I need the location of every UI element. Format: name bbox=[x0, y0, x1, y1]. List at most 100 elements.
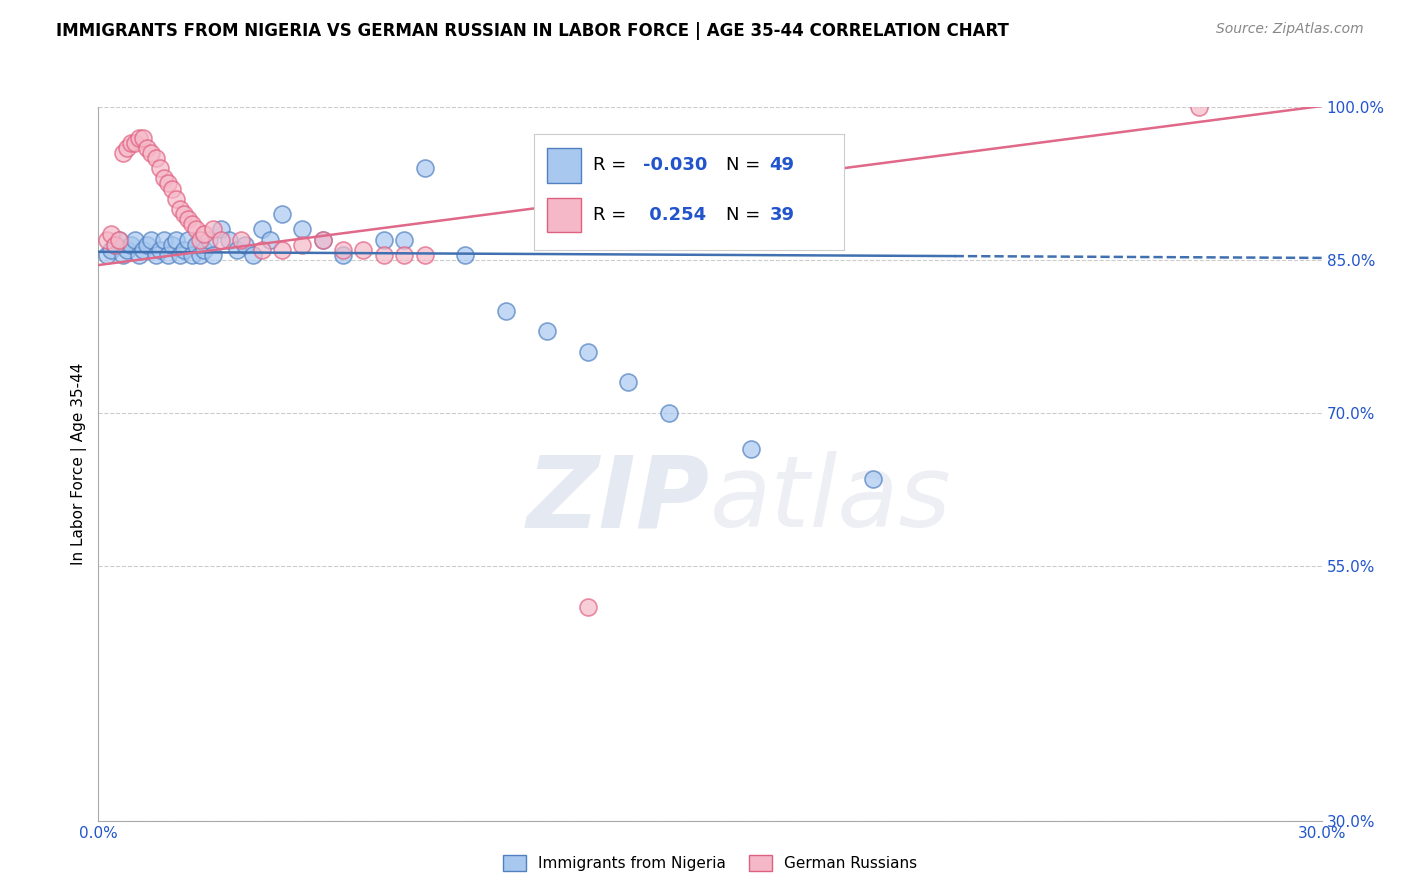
Point bbox=[104, 237, 127, 252]
Point bbox=[270, 243, 294, 257]
Legend: Immigrants from Nigeria, German Russians: Immigrants from Nigeria, German Russians bbox=[496, 849, 924, 877]
Text: N =: N = bbox=[725, 206, 766, 224]
Point bbox=[136, 141, 159, 155]
Point bbox=[291, 237, 314, 252]
Text: 49: 49 bbox=[769, 156, 794, 174]
Text: -0.030: -0.030 bbox=[643, 156, 707, 174]
Point bbox=[291, 222, 314, 236]
Point bbox=[96, 248, 118, 262]
Point bbox=[373, 248, 395, 262]
Point bbox=[173, 207, 195, 221]
Point bbox=[165, 192, 187, 206]
Point bbox=[259, 233, 281, 247]
Point bbox=[100, 227, 122, 242]
Text: 0.254: 0.254 bbox=[643, 206, 706, 224]
Point bbox=[169, 202, 191, 216]
Text: N =: N = bbox=[725, 156, 766, 174]
Point bbox=[332, 243, 354, 257]
Point bbox=[250, 222, 273, 236]
Point bbox=[111, 145, 134, 160]
Point bbox=[233, 237, 256, 252]
Text: atlas: atlas bbox=[710, 451, 952, 548]
Point bbox=[188, 248, 212, 262]
Point bbox=[111, 248, 134, 262]
Point bbox=[160, 181, 183, 195]
Point bbox=[124, 136, 146, 150]
Point bbox=[201, 222, 224, 236]
Point bbox=[392, 233, 416, 247]
Point bbox=[658, 406, 681, 420]
Point bbox=[100, 243, 122, 257]
Point bbox=[188, 233, 212, 247]
Point bbox=[193, 227, 215, 242]
Point bbox=[617, 376, 640, 390]
Text: R =: R = bbox=[593, 156, 633, 174]
Point bbox=[132, 243, 155, 257]
Point bbox=[149, 161, 172, 176]
Text: Source: ZipAtlas.com: Source: ZipAtlas.com bbox=[1216, 22, 1364, 37]
Point bbox=[177, 233, 200, 247]
Point bbox=[181, 217, 204, 231]
Point bbox=[413, 248, 436, 262]
Point bbox=[495, 304, 517, 318]
Point bbox=[862, 472, 884, 486]
Point bbox=[576, 599, 599, 614]
Point bbox=[152, 171, 174, 186]
Text: 39: 39 bbox=[769, 206, 794, 224]
Point bbox=[96, 233, 118, 247]
Point bbox=[104, 237, 127, 252]
Point bbox=[218, 233, 240, 247]
Point bbox=[156, 177, 179, 191]
Point bbox=[270, 207, 294, 221]
Point bbox=[413, 161, 436, 176]
Point bbox=[120, 136, 142, 150]
Point bbox=[145, 151, 167, 165]
Text: ZIP: ZIP bbox=[527, 451, 710, 548]
Y-axis label: In Labor Force | Age 35-44: In Labor Force | Age 35-44 bbox=[72, 363, 87, 565]
Point bbox=[149, 243, 172, 257]
Point bbox=[1188, 100, 1211, 114]
Point bbox=[181, 248, 204, 262]
Point bbox=[108, 233, 131, 247]
Point bbox=[312, 233, 335, 247]
Point bbox=[186, 237, 208, 252]
Point bbox=[392, 248, 416, 262]
Point bbox=[156, 248, 179, 262]
Point bbox=[226, 243, 249, 257]
Point bbox=[332, 248, 354, 262]
Point bbox=[173, 243, 195, 257]
Point bbox=[740, 442, 762, 456]
Point bbox=[145, 248, 167, 262]
Point bbox=[115, 243, 138, 257]
Point bbox=[136, 237, 159, 252]
Point bbox=[108, 233, 131, 247]
Point bbox=[209, 222, 232, 236]
Point bbox=[128, 248, 150, 262]
Point bbox=[242, 248, 264, 262]
Point bbox=[160, 237, 183, 252]
Point bbox=[120, 237, 142, 252]
Point bbox=[231, 233, 253, 247]
Point bbox=[197, 233, 219, 247]
Point bbox=[536, 324, 558, 338]
Point bbox=[141, 233, 163, 247]
Point bbox=[132, 130, 155, 145]
FancyBboxPatch shape bbox=[547, 198, 581, 232]
Point bbox=[209, 233, 232, 247]
Point bbox=[352, 243, 374, 257]
Point bbox=[169, 248, 191, 262]
Point bbox=[186, 222, 208, 236]
Point bbox=[128, 130, 150, 145]
Point bbox=[165, 233, 187, 247]
Point bbox=[201, 248, 224, 262]
Point bbox=[115, 141, 138, 155]
Text: R =: R = bbox=[593, 206, 633, 224]
Point bbox=[177, 212, 200, 227]
Point bbox=[373, 233, 395, 247]
Point bbox=[454, 248, 477, 262]
Point bbox=[152, 233, 174, 247]
Point bbox=[250, 243, 273, 257]
Text: IMMIGRANTS FROM NIGERIA VS GERMAN RUSSIAN IN LABOR FORCE | AGE 35-44 CORRELATION: IMMIGRANTS FROM NIGERIA VS GERMAN RUSSIA… bbox=[56, 22, 1010, 40]
Point bbox=[312, 233, 335, 247]
Point bbox=[576, 344, 599, 359]
